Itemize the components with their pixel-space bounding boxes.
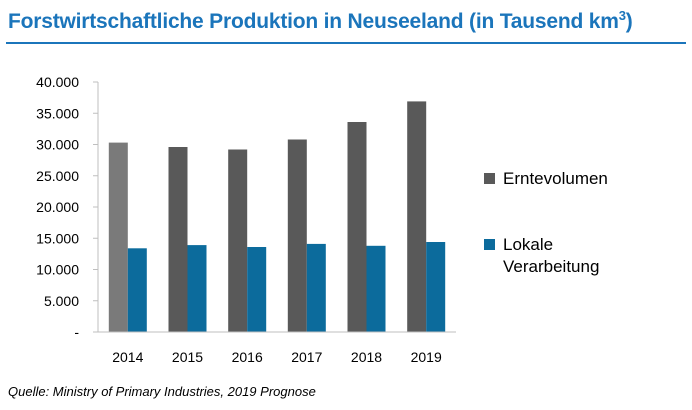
bar-lokale-verarbeitung-2016 [247,247,267,332]
bar-lokale-verarbeitung-2014 [127,248,147,333]
x-tick-label: 2019 [411,349,442,365]
y-tick-label: 25.000 [36,168,79,184]
y-tick-label: 35.000 [36,105,79,121]
y-tick-label: - [74,324,79,340]
legend-label-erntevolumen: Erntevolumen [503,169,608,188]
x-tick-label: 2014 [112,349,143,365]
legend-item-erntevolumen: Erntevolumen [484,168,608,190]
bar-erntevolumen-2018 [347,122,367,332]
bar-erntevolumen-2019 [407,101,427,333]
y-tick-label: 20.000 [36,199,79,215]
bar-lokale-verarbeitung-2019 [426,242,446,332]
x-tick-label: 2018 [351,349,382,365]
y-tick-label: 15.000 [36,230,79,246]
legend-swatch-lokale-verarbeitung [484,239,495,250]
source-note: Quelle: Ministry of Primary Industries, … [8,384,316,399]
y-tick-label: 40.000 [36,74,79,90]
bar-erntevolumen-2015 [168,147,188,332]
y-tick-label: 30.000 [36,137,79,153]
x-tick-label: 2016 [232,349,263,365]
bar-erntevolumen-2014 [108,142,128,332]
y-tick-label: 10.000 [36,262,79,278]
bar-lokale-verarbeitung-2018 [366,245,386,333]
legend-label-lokale-verarbeitung: Lokale Verarbeitung [503,235,600,276]
x-tick-label: 2015 [172,349,203,365]
legend-swatch-erntevolumen [484,173,495,184]
chart-title: Forstwirtschaftliche Produktion in Neuse… [8,8,633,33]
bar-chart: - 5.000 10.000 15.000 20.000 25.000 30.000 35.0… [36,74,456,365]
bar-lokale-verarbeitung-2017 [306,243,326,332]
bar-erntevolumen-2016 [228,149,248,332]
x-tick-label: 2017 [291,349,322,365]
y-tick-label: 5.000 [44,293,79,309]
legend-item-lokale-verarbeitung: Lokale Verarbeitung [484,234,633,278]
title-underline [6,42,686,44]
bar-lokale-verarbeitung-2015 [187,245,207,332]
bar-erntevolumen-2017 [287,139,307,332]
